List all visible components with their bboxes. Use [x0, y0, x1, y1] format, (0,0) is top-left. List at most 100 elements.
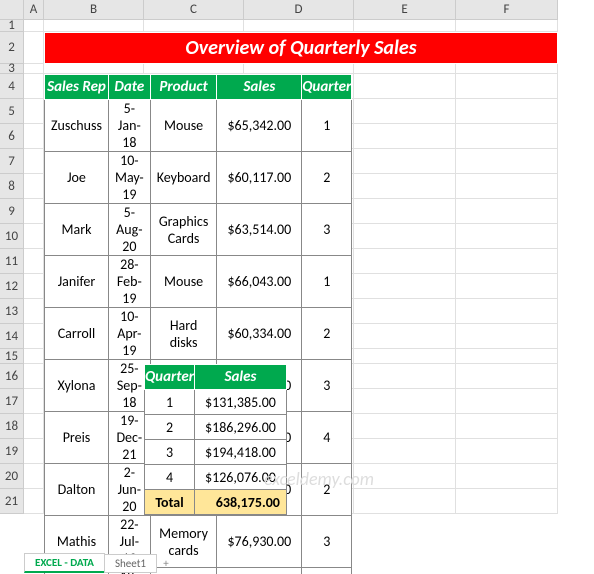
- cell[interactable]: [354, 174, 456, 199]
- cell[interactable]: [24, 324, 44, 349]
- cell-rep[interactable]: Dalton: [45, 464, 109, 516]
- main-header-rep[interactable]: Sales Rep: [45, 75, 109, 100]
- row-header-6[interactable]: 6: [0, 124, 23, 149]
- cell-date[interactable]: 28-Feb-19: [108, 256, 150, 308]
- row-header-1[interactable]: 1: [0, 20, 23, 32]
- row-header-5[interactable]: 5: [0, 99, 23, 124]
- cell[interactable]: [456, 414, 558, 439]
- cell[interactable]: [456, 20, 558, 32]
- cell[interactable]: [456, 249, 558, 274]
- cell[interactable]: [24, 349, 44, 364]
- cell[interactable]: [354, 324, 456, 349]
- cell[interactable]: [354, 124, 456, 149]
- cell-rep[interactable]: Xylona: [45, 360, 109, 412]
- cell[interactable]: [456, 389, 558, 414]
- cell[interactable]: [24, 389, 44, 414]
- cell-quarter[interactable]: 2: [302, 464, 352, 516]
- row-header-3[interactable]: 3: [0, 64, 23, 74]
- row-header-18[interactable]: 18: [0, 414, 23, 439]
- cell[interactable]: [456, 99, 558, 124]
- cell-product[interactable]: Graphics Cards: [150, 204, 217, 256]
- cell-product[interactable]: Mouse: [150, 100, 217, 152]
- cell[interactable]: [24, 199, 44, 224]
- col-header-E[interactable]: E: [354, 0, 456, 19]
- summary-header-sales[interactable]: Sales: [194, 365, 286, 390]
- row-header-16[interactable]: 16: [0, 364, 23, 389]
- row-header-13[interactable]: 13: [0, 299, 23, 324]
- col-header-F[interactable]: F: [456, 0, 558, 19]
- row-header-15[interactable]: 15: [0, 349, 23, 364]
- cell[interactable]: [354, 274, 456, 299]
- cell[interactable]: [354, 414, 456, 439]
- cell-date[interactable]: 5-Aug-20: [108, 204, 150, 256]
- cell-sales[interactable]: $63,514.00: [217, 204, 302, 256]
- cell[interactable]: [24, 464, 44, 489]
- cell[interactable]: [24, 124, 44, 149]
- col-header-B[interactable]: B: [44, 0, 144, 19]
- cell[interactable]: [456, 324, 558, 349]
- cell-rep[interactable]: Mark: [45, 204, 109, 256]
- cell-rep[interactable]: Janifer: [45, 256, 109, 308]
- cell[interactable]: [456, 349, 558, 364]
- cell[interactable]: [144, 20, 244, 32]
- summary-cell-sales[interactable]: $131,385.00: [194, 390, 286, 415]
- row-header-21[interactable]: 21: [0, 489, 23, 514]
- cell[interactable]: [354, 389, 456, 414]
- cell-product[interactable]: Hard disks: [150, 308, 217, 360]
- cell[interactable]: [24, 32, 44, 64]
- cell-rep[interactable]: Zuschuss: [45, 100, 109, 152]
- summary-total-value[interactable]: 638,175.00: [194, 490, 286, 515]
- cell[interactable]: [456, 124, 558, 149]
- cell-date[interactable]: 10-May-19: [108, 152, 150, 204]
- row-header-9[interactable]: 9: [0, 199, 23, 224]
- summary-total-label[interactable]: Total: [145, 490, 195, 515]
- cell[interactable]: [24, 489, 44, 514]
- cell-quarter[interactable]: 4: [302, 568, 352, 574]
- cell[interactable]: [24, 224, 44, 249]
- cell[interactable]: [244, 20, 354, 32]
- cell[interactable]: [456, 274, 558, 299]
- cell[interactable]: [24, 174, 44, 199]
- cell-product[interactable]: Mouse: [150, 256, 217, 308]
- row-header-20[interactable]: 20: [0, 464, 23, 489]
- cell[interactable]: [354, 464, 456, 489]
- cell-rep[interactable]: Preis: [45, 412, 109, 464]
- cell[interactable]: [24, 99, 44, 124]
- cell-sales[interactable]: $76,930.00: [217, 516, 302, 568]
- row-header-11[interactable]: 11: [0, 249, 23, 274]
- cell-date[interactable]: 10-Apr-19: [108, 308, 150, 360]
- row-header-4[interactable]: 4: [0, 74, 23, 99]
- cell[interactable]: [354, 20, 456, 32]
- cell[interactable]: [456, 174, 558, 199]
- row-header-19[interactable]: 19: [0, 439, 23, 464]
- cell[interactable]: [456, 199, 558, 224]
- cell[interactable]: [456, 299, 558, 324]
- summary-cell-quarter[interactable]: 4: [145, 465, 195, 490]
- cell[interactable]: [354, 349, 456, 364]
- row-header-14[interactable]: 14: [0, 324, 23, 349]
- tab-active[interactable]: EXCEL - DATA: [24, 553, 105, 573]
- main-header-date[interactable]: Date: [108, 75, 150, 100]
- cell[interactable]: [456, 149, 558, 174]
- add-sheet-button[interactable]: +: [156, 557, 176, 570]
- cell[interactable]: [244, 64, 354, 74]
- tab-sheet1[interactable]: Sheet1: [104, 554, 157, 573]
- main-header-quarter[interactable]: Quarter: [302, 75, 352, 100]
- cell[interactable]: [24, 439, 44, 464]
- cell[interactable]: [354, 249, 456, 274]
- cell[interactable]: [354, 199, 456, 224]
- cell[interactable]: [354, 299, 456, 324]
- title-merged-cell[interactable]: Overview of Quarterly Sales: [44, 32, 558, 64]
- cell[interactable]: [24, 274, 44, 299]
- cell[interactable]: [354, 224, 456, 249]
- cell-rep[interactable]: Carroll: [45, 308, 109, 360]
- main-header-sales[interactable]: Sales: [217, 75, 302, 100]
- cell-quarter[interactable]: 2: [302, 152, 352, 204]
- col-header-C[interactable]: C: [144, 0, 244, 19]
- summary-cell-quarter[interactable]: 3: [145, 440, 195, 465]
- cell[interactable]: [24, 20, 44, 32]
- cell[interactable]: [24, 149, 44, 174]
- cell[interactable]: [354, 99, 456, 124]
- cell[interactable]: [354, 74, 456, 99]
- summary-cell-quarter[interactable]: 1: [145, 390, 195, 415]
